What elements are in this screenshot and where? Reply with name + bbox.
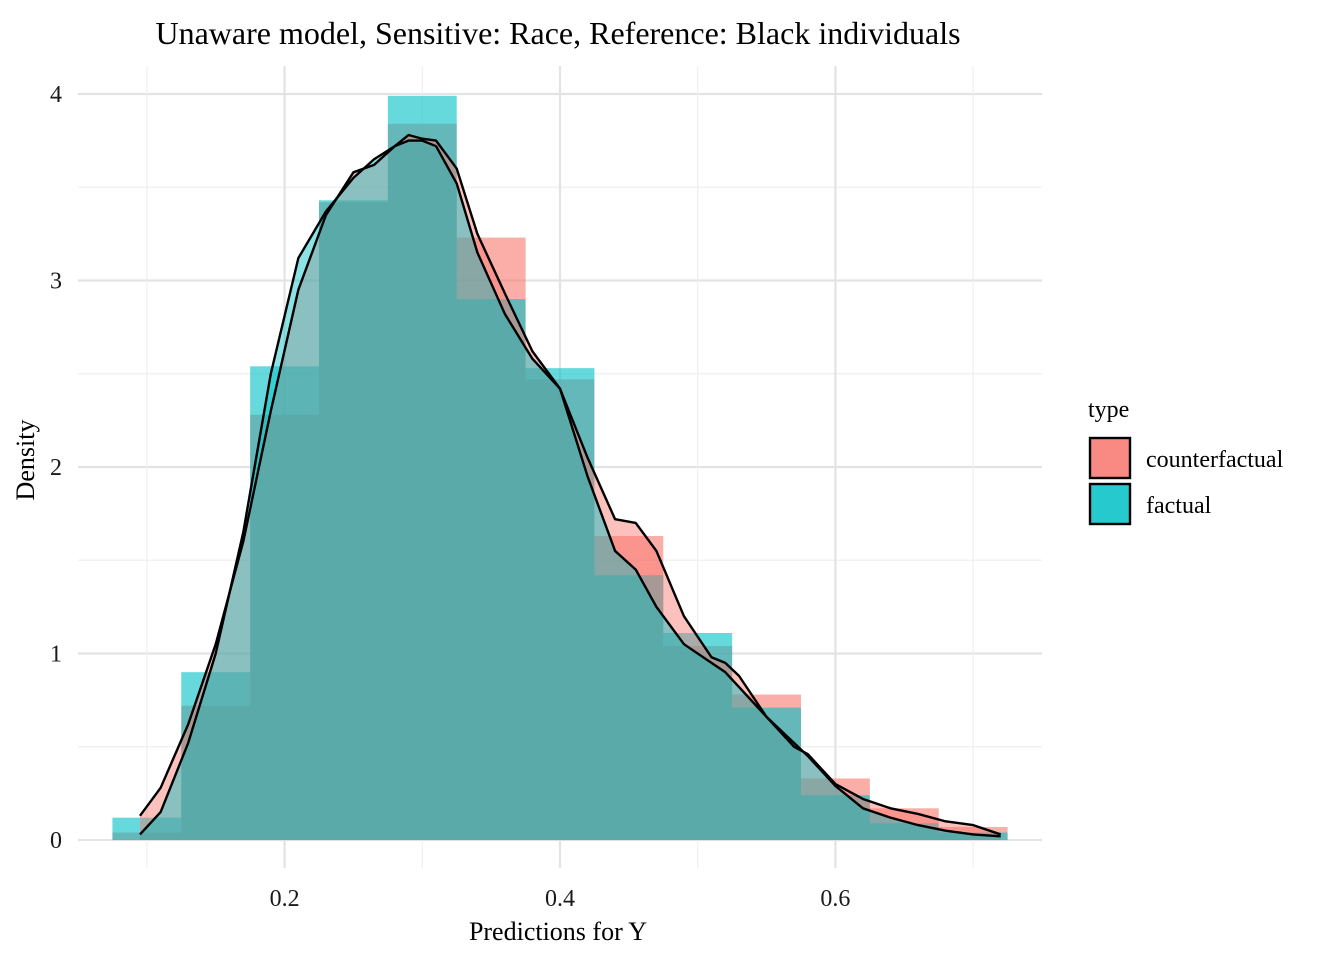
x-axis-label: Predictions for Y — [469, 917, 647, 946]
legend-label-counterfactual: counterfactual — [1146, 447, 1284, 473]
x-tick-label: 0.4 — [545, 886, 575, 912]
hist-bar-factual — [387, 95, 457, 841]
hist-bar-factual — [594, 575, 664, 841]
legend-key-factual — [1088, 482, 1132, 526]
y-tick-label: 2 — [50, 455, 62, 481]
x-tick-label: 0.2 — [270, 886, 300, 912]
hist-bar-factual — [938, 832, 1008, 841]
hist-bar-factual — [801, 795, 870, 841]
legend-label-factual: factual — [1146, 493, 1212, 519]
density-area-counterfactual — [139, 135, 1001, 841]
hist-bar-factual — [869, 823, 939, 841]
chart-title: Unaware model, Sensitive: Race, Referenc… — [155, 15, 960, 51]
y-tick-label: 1 — [50, 642, 62, 668]
hist-bar-factual — [732, 707, 801, 841]
tick-labels: 0 1 2 3 4 0.2 0.4 0.6 — [50, 82, 850, 912]
hist-bar-factual — [663, 632, 733, 841]
hist-bar-factual — [456, 299, 526, 841]
y-tick-label: 3 — [50, 268, 62, 294]
density-line-factual — [139, 139, 1001, 838]
legend-key-counterfactual — [1088, 436, 1132, 480]
legend: type counterfactual factual — [1088, 397, 1284, 526]
hist-bar-factual — [250, 366, 319, 841]
y-tick-label: 0 — [50, 828, 62, 854]
y-axis-label: Density — [11, 420, 40, 501]
legend-title: type — [1088, 397, 1129, 423]
hist-bar-factual — [112, 817, 182, 841]
hist-bar-factual — [319, 200, 388, 841]
hist-bar-factual — [181, 672, 251, 841]
density-area-factual — [139, 140, 1001, 841]
histogram-bars — [112, 95, 1008, 841]
density-curves — [139, 133, 1002, 841]
y-tick-label: 4 — [50, 82, 62, 108]
x-tick-label: 0.6 — [820, 886, 850, 912]
